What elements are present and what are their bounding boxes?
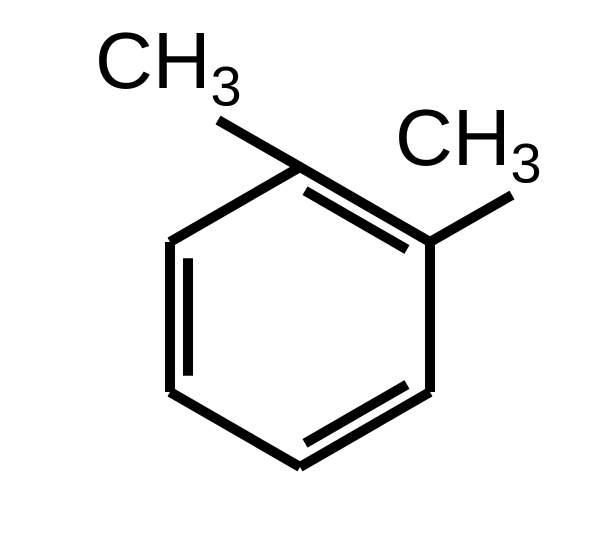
methyl-label: CH3 bbox=[95, 16, 242, 118]
methyl-label: CH3 bbox=[395, 93, 542, 195]
molecule-diagram: CH3 CH3 bbox=[0, 0, 600, 560]
